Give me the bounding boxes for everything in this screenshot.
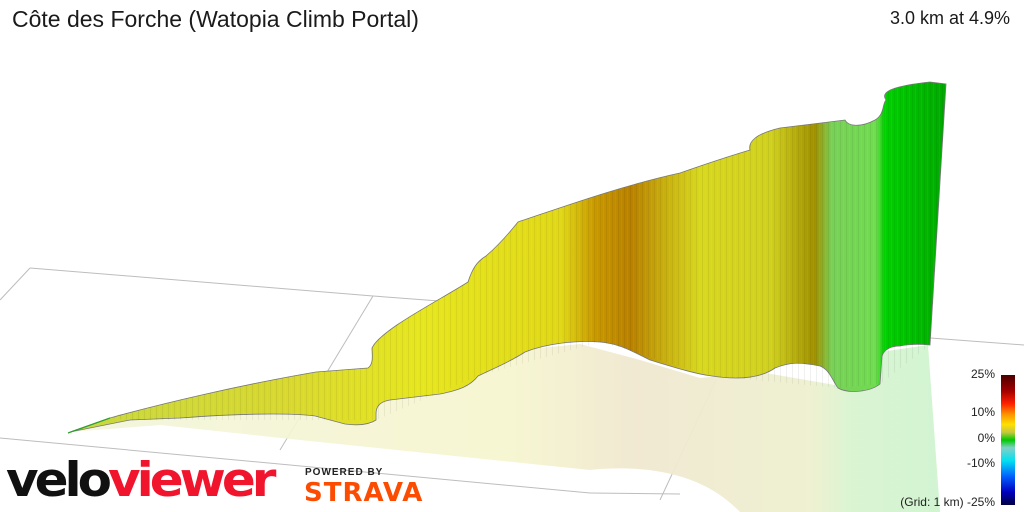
page-title: Côte des Forche (Watopia Climb Portal) [12, 6, 419, 32]
climb-summary: 3.0 km at 4.9% [889, 8, 1010, 28]
profile-shadow [70, 344, 940, 512]
legend-label-minus-10: -10% [966, 456, 995, 470]
grid-scale-note: (Grid: 1 km) [900, 495, 964, 509]
gradient-color-legend [1001, 375, 1015, 505]
legend-label-25: 25% [970, 367, 995, 381]
legend-min-value: -25% [966, 495, 995, 509]
strava-logo[interactable]: STRAVA [304, 478, 424, 508]
powered-by-label: POWERED BY [305, 467, 384, 478]
veloviewer-logo[interactable]: veloviewer [6, 452, 276, 508]
logo-viewer-text: viewer [108, 452, 276, 508]
legend-label-0: 0% [977, 431, 995, 445]
legend-label-10: 10% [970, 405, 995, 419]
legend-label-minus-25: (Grid: 1 km) -25% [900, 495, 995, 509]
logo-velo-text: velo [6, 452, 112, 508]
